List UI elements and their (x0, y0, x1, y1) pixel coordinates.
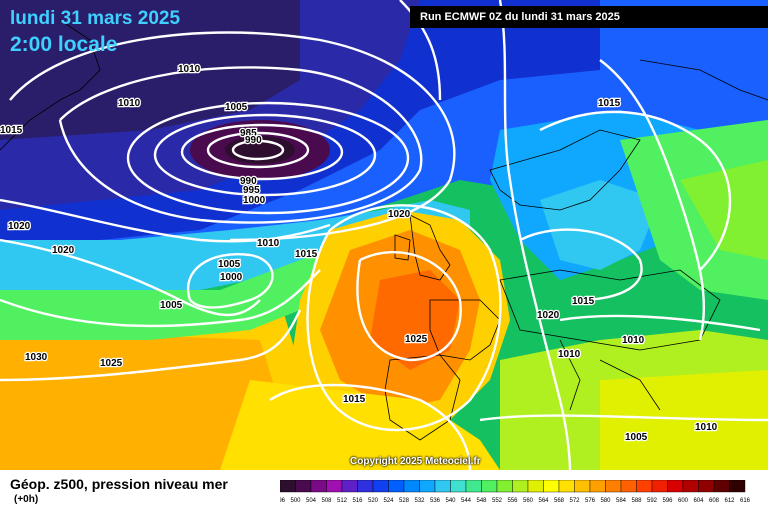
scale-swatch (450, 480, 467, 493)
copyright: Copyright 2025 Meteociel.fr (350, 456, 481, 467)
isobar-label: 1000 (220, 272, 243, 283)
scale-label: 584 (616, 498, 627, 504)
scale-swatch (620, 480, 637, 493)
scale-label: 604 (693, 498, 704, 504)
legend-footer: Géop. z500, pression niveau mer (+0h) 49… (0, 470, 768, 512)
isobar-label: 1010 (558, 349, 581, 360)
isobar-label: 1020 (388, 209, 411, 220)
isobar-label: 1005 (225, 102, 248, 113)
scale-swatch (295, 480, 312, 493)
scale-swatch (698, 480, 715, 493)
scale-label: 556 (507, 498, 518, 504)
scale-label: 508 (321, 498, 332, 504)
scale-swatch (280, 480, 296, 493)
scale-label: 572 (569, 498, 580, 504)
isobar-label: 1020 (8, 221, 31, 232)
scale-label: 568 (554, 498, 565, 504)
scale-swatch (465, 480, 482, 493)
scale-label: 612 (724, 498, 735, 504)
scale-swatch (543, 480, 560, 493)
scale-swatch (527, 480, 544, 493)
isobar-label: 1005 (218, 259, 241, 270)
scale-swatch (512, 480, 529, 493)
scale-label: 504 (306, 498, 317, 504)
weather-map: 1010 1010 1015 1005 985 990 995 1000 990… (0, 0, 768, 470)
scale-swatch (481, 480, 498, 493)
isobar-label: 1025 (100, 358, 123, 369)
scale-swatch (729, 480, 746, 493)
scale-label: 588 (631, 498, 642, 504)
isobar-label: 1015 (572, 296, 595, 307)
scale-label: 548 (476, 498, 487, 504)
isobar-label: 1005 (625, 432, 648, 443)
scale-swatch (326, 480, 343, 493)
scale-label: 616 (740, 498, 751, 504)
scale-swatch (341, 480, 358, 493)
scale-swatch (682, 480, 699, 493)
scale-swatch (667, 480, 684, 493)
scale-swatch (434, 480, 451, 493)
scale-label: 596 (662, 498, 673, 504)
isobar-label: 1020 (537, 310, 560, 321)
scale-swatch (713, 480, 730, 493)
scale-label: 496 (280, 498, 286, 504)
scale-label: 536 (430, 498, 441, 504)
isobar-label: 985 (240, 128, 257, 139)
scale-label: 512 (337, 498, 348, 504)
isobar-label: 1015 (0, 125, 23, 136)
map-title: Géop. z500, pression niveau mer (10, 476, 228, 492)
isobar-label: 995 (243, 185, 260, 196)
isobar-label: 1015 (598, 98, 621, 109)
isobar-label: 1000 (243, 195, 266, 206)
scale-label: 580 (600, 498, 611, 504)
scale-swatch (589, 480, 606, 493)
isobar-label: 1020 (52, 245, 75, 256)
isobar-label: 1010 (622, 335, 645, 346)
scale-label: 560 (523, 498, 534, 504)
isobar-label: 1010 (118, 98, 141, 109)
scale-swatch (310, 480, 327, 493)
isobar-label: 1030 (25, 352, 48, 363)
isobar-label: 990 (240, 176, 257, 187)
scale-label: 608 (709, 498, 720, 504)
scale-label: 552 (492, 498, 503, 504)
scale-label: 500 (290, 498, 301, 504)
date-title: lundi 31 mars 2025 (10, 8, 181, 29)
scale-swatch (574, 480, 591, 493)
scale-swatch (558, 480, 575, 493)
isobar-label: 1015 (295, 249, 318, 260)
color-scale: 496 500 504 508 512 516 520 524 528 532 536 540 544 5… (280, 480, 751, 504)
time-title: 2:00 locale (10, 33, 118, 56)
scale-label: 532 (414, 498, 425, 504)
scale-label: 528 (399, 498, 410, 504)
scale-label: 564 (538, 498, 549, 504)
scale-swatch (357, 480, 374, 493)
run-info: Run ECMWF 0Z du lundi 31 mars 2025 (410, 6, 768, 28)
isobar-label: 1010 (178, 64, 201, 75)
isobar-label: 1005 (160, 300, 183, 311)
scale-label: 524 (383, 498, 394, 504)
forecast-step: (+0h) (14, 494, 39, 505)
isobar-label: 1015 (343, 394, 366, 405)
scale-label: 544 (461, 498, 472, 504)
scale-swatch (372, 480, 389, 493)
scale-label: 600 (678, 498, 689, 504)
scale-swatch (651, 480, 668, 493)
isobar-label: 1025 (405, 334, 428, 345)
scale-swatch (388, 480, 405, 493)
scale-swatch (496, 480, 513, 493)
isobar-label: 1010 (695, 422, 718, 433)
scale-label: 576 (585, 498, 596, 504)
scale-swatch (419, 480, 436, 493)
scale-label: 520 (368, 498, 379, 504)
scale-label: 516 (352, 498, 363, 504)
isobar-label: 990 (245, 135, 262, 146)
scale-swatch (403, 480, 420, 493)
scale-label: 540 (445, 498, 456, 504)
scale-swatch (636, 480, 653, 493)
scale-label: 592 (647, 498, 658, 504)
isobar-label: 1010 (257, 238, 280, 249)
scale-swatch (605, 480, 622, 493)
